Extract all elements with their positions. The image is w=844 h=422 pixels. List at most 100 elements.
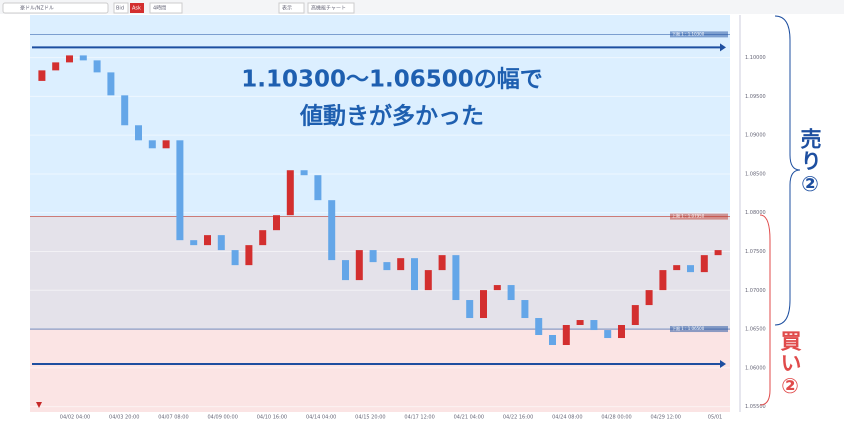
y-tick-label: 1.07500 — [745, 249, 766, 255]
candle — [438, 255, 446, 271]
candle — [135, 125, 142, 141]
candle — [659, 270, 667, 291]
x-tick-label: 04/07 08:00 — [158, 415, 188, 421]
candle — [562, 325, 570, 346]
candle — [245, 245, 253, 266]
x-tick-label: 04/28 00:00 — [601, 415, 631, 421]
candle — [687, 265, 694, 273]
candle — [300, 170, 308, 176]
candle — [259, 230, 267, 246]
level-label: 下限 1 : 1.10300 — [672, 30, 705, 36]
bid-button[interactable] — [113, 2, 129, 14]
pair: 豪ドル/NZドル — [20, 5, 54, 12]
candle — [549, 335, 556, 346]
candle — [507, 285, 515, 301]
x-tick-label: 04/03 20:00 — [109, 415, 139, 421]
candle — [466, 300, 474, 319]
candle — [590, 320, 598, 331]
candle — [162, 140, 170, 149]
candle — [79, 55, 87, 61]
arrow-head — [720, 43, 726, 52]
marker — [36, 402, 42, 408]
candle — [286, 170, 294, 216]
buy-zone — [30, 329, 730, 412]
sell-label: 売り② — [798, 128, 822, 197]
candle — [521, 300, 529, 319]
candle — [535, 318, 543, 336]
bid: Bid — [116, 6, 124, 12]
y-tick-label: 1.07000 — [745, 288, 766, 294]
period-select[interactable] — [149, 2, 183, 14]
level-tag — [670, 31, 728, 38]
period: 4時間 — [153, 6, 166, 12]
candle — [604, 330, 612, 339]
sell-bracket — [774, 15, 801, 326]
candle — [424, 270, 432, 291]
y-tick-label: 1.08500 — [745, 171, 766, 177]
candle — [673, 265, 681, 271]
y-tick-label: 1.05500 — [745, 404, 766, 410]
candle — [52, 62, 60, 71]
candle — [493, 285, 501, 291]
candle — [618, 325, 625, 339]
annotation: 値動きが多かった — [299, 103, 484, 130]
ask: Ask — [132, 6, 141, 12]
x-tick-label: 04/29 12:00 — [651, 415, 681, 421]
candle — [38, 70, 46, 81]
candle — [355, 250, 363, 281]
y-tick-label: 1.09500 — [745, 94, 766, 100]
level-tag — [670, 326, 728, 333]
y-tick-label: 1.10000 — [745, 55, 766, 61]
x-tick-label: 04/10 16:00 — [257, 415, 287, 421]
x-tick-label: 04/14 04:00 — [306, 415, 336, 421]
x-tick-label: 04/24 08:00 — [552, 415, 582, 421]
y-tick-label: 1.06000 — [745, 365, 766, 371]
buy-label: 買い② — [778, 330, 802, 399]
x-tick-label: 04/09 00:00 — [207, 415, 237, 421]
candle — [66, 55, 73, 63]
ask-button[interactable] — [130, 3, 144, 13]
candle — [204, 235, 211, 246]
candle — [231, 250, 239, 266]
candle — [645, 290, 653, 306]
pair-select[interactable] — [2, 2, 109, 14]
candle — [273, 215, 280, 231]
candle — [107, 72, 115, 96]
candle — [480, 290, 487, 319]
advanced-button[interactable] — [307, 2, 355, 14]
x-tick-label: 04/22 16:00 — [503, 415, 533, 421]
candle — [342, 260, 349, 281]
candle — [411, 258, 418, 291]
level-label: 上限 1 : 1.07950 — [672, 213, 705, 219]
candle — [148, 140, 156, 149]
y-tick-label: 1.09000 — [745, 133, 766, 139]
candle — [217, 235, 225, 251]
x-tick-label: 05/01 — [708, 415, 722, 421]
candle — [176, 140, 184, 241]
view-button[interactable] — [278, 2, 305, 14]
x-tick-label: 04/15 20:00 — [355, 415, 385, 421]
y-tick-label: 1.06500 — [745, 327, 766, 333]
range-zone — [30, 216, 730, 330]
level-tag — [670, 213, 728, 220]
candle — [328, 200, 336, 261]
candle — [700, 255, 708, 273]
toolbar — [0, 0, 844, 14]
annotation: 1.10300〜1.06500の幅で — [241, 67, 543, 93]
level-label: 下限 1 : 1.06500 — [672, 325, 705, 331]
candle — [397, 258, 405, 271]
candle — [93, 60, 101, 73]
view: 表示 — [282, 5, 292, 12]
candle — [369, 250, 377, 263]
x-tick-label: 04/21 04:00 — [454, 415, 484, 421]
arrow-head — [720, 360, 726, 369]
sell-zone — [30, 15, 730, 217]
advanced: 高機能チャート — [311, 5, 346, 12]
candle — [631, 305, 639, 326]
buy-bracket — [759, 214, 771, 406]
y-tick-label: 1.08000 — [745, 210, 766, 216]
candle — [714, 250, 722, 256]
candle — [576, 320, 584, 326]
